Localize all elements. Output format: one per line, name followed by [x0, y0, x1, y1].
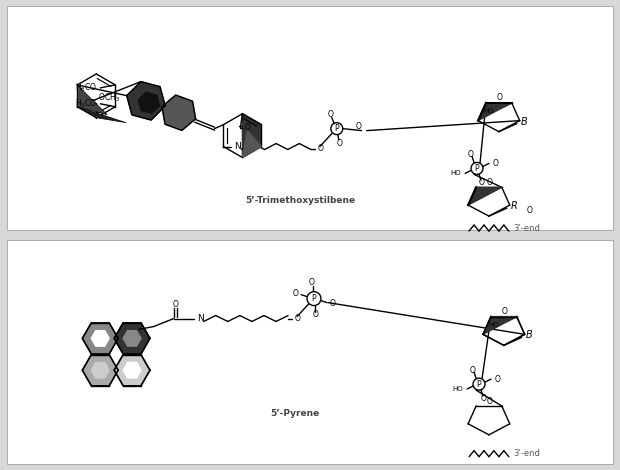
Text: HO: HO	[451, 170, 461, 176]
Text: O: O	[173, 300, 179, 309]
FancyBboxPatch shape	[7, 7, 613, 230]
Text: B: B	[526, 330, 533, 340]
Text: O: O	[328, 110, 334, 119]
Text: O: O	[244, 123, 250, 132]
Polygon shape	[242, 131, 262, 157]
Text: B: B	[521, 117, 528, 127]
Text: O: O	[337, 139, 343, 148]
Text: O: O	[295, 314, 301, 323]
Text: HO: HO	[483, 108, 494, 114]
Circle shape	[307, 292, 321, 306]
Polygon shape	[91, 330, 109, 346]
Polygon shape	[82, 355, 118, 386]
Text: H$_3$CO: H$_3$CO	[75, 82, 97, 94]
Circle shape	[473, 378, 485, 390]
Polygon shape	[478, 103, 512, 121]
Polygon shape	[78, 85, 107, 115]
Polygon shape	[162, 95, 195, 130]
Polygon shape	[82, 323, 118, 354]
Text: P: P	[475, 164, 479, 173]
FancyBboxPatch shape	[7, 240, 613, 463]
Circle shape	[471, 163, 483, 174]
Text: 3’-end: 3’-end	[514, 449, 541, 458]
Text: O: O	[318, 144, 324, 153]
Polygon shape	[123, 330, 141, 346]
Polygon shape	[242, 114, 262, 157]
Text: 5’-Pyrene: 5’-Pyrene	[270, 409, 320, 418]
Polygon shape	[91, 362, 109, 378]
Polygon shape	[123, 362, 141, 378]
Text: O: O	[292, 289, 298, 298]
Polygon shape	[468, 188, 502, 205]
Text: OCH$_3$: OCH$_3$	[98, 92, 120, 104]
Text: O: O	[493, 159, 498, 168]
Text: O: O	[313, 310, 319, 319]
Text: 5’-Trimethoxystilbene: 5’-Trimethoxystilbene	[245, 196, 355, 205]
Text: P: P	[334, 124, 339, 133]
Polygon shape	[114, 323, 150, 354]
Text: O: O	[481, 393, 487, 402]
Text: HO: HO	[488, 321, 499, 328]
Polygon shape	[126, 82, 165, 120]
Text: O: O	[468, 150, 474, 159]
Text: O: O	[495, 375, 501, 384]
Polygon shape	[483, 317, 516, 334]
Text: O: O	[487, 178, 493, 187]
Text: O: O	[470, 366, 476, 375]
Text: O: O	[527, 206, 533, 215]
Text: N: N	[197, 314, 203, 323]
Circle shape	[331, 123, 343, 134]
Text: P: P	[477, 380, 481, 389]
Text: N: N	[234, 142, 241, 151]
Text: O: O	[497, 94, 503, 102]
Text: H$_3$CO: H$_3$CO	[75, 98, 97, 110]
Text: O: O	[309, 278, 315, 287]
Polygon shape	[138, 92, 159, 113]
Polygon shape	[78, 107, 126, 123]
Text: 3’-end: 3’-end	[514, 224, 541, 233]
Text: O: O	[356, 122, 361, 131]
Text: O: O	[479, 178, 485, 187]
Polygon shape	[114, 355, 150, 386]
Text: O: O	[487, 397, 493, 406]
Text: O: O	[330, 299, 336, 308]
Text: R: R	[511, 201, 518, 211]
Text: O: O	[502, 307, 508, 316]
Text: P: P	[312, 294, 316, 303]
Text: HO: HO	[453, 386, 463, 392]
